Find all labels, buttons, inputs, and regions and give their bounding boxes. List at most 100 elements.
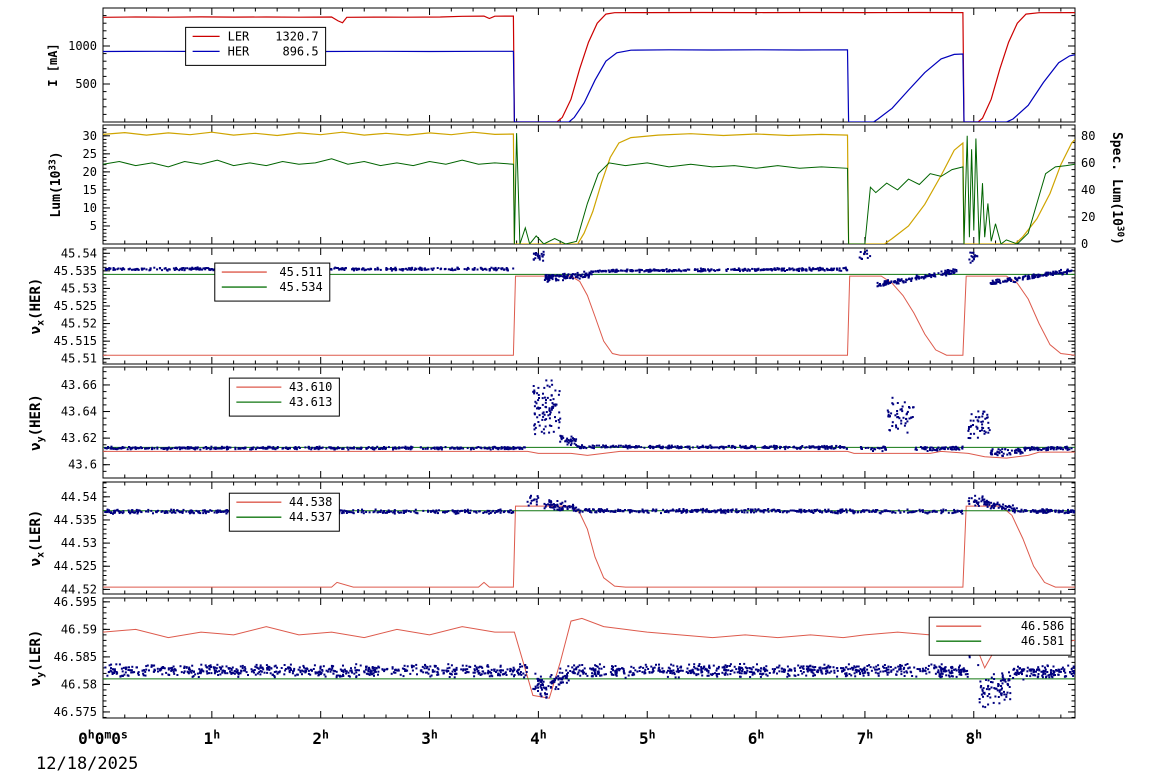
- chart-rect: [338, 268, 341, 271]
- chart-rect: [166, 510, 169, 513]
- chart-rect: [634, 446, 637, 449]
- chart-rect: [114, 511, 116, 514]
- chart-rect: [946, 271, 949, 274]
- chart-rect: [198, 672, 201, 674]
- chart-rect: [829, 445, 832, 448]
- chart-rect: [176, 674, 179, 676]
- chart-rect: [385, 447, 387, 450]
- chart-rect: [961, 446, 963, 449]
- y-axis-title: νx(LER): [28, 510, 47, 567]
- chart-rect: [1002, 452, 1005, 455]
- chart-rect: [1024, 275, 1027, 278]
- chart-rect: [842, 267, 845, 270]
- chart-rect: [630, 269, 633, 272]
- chart-rect: [801, 267, 804, 270]
- chart-rect: [492, 509, 495, 512]
- chart-rect: [487, 670, 490, 673]
- chart-rect: [571, 275, 574, 277]
- chart-rect: [990, 451, 993, 454]
- chart-rect: [272, 673, 275, 676]
- chart-rect: [808, 445, 811, 448]
- chart-rect: [971, 260, 974, 263]
- chart-rect: [376, 511, 379, 514]
- chart-rect: [798, 508, 801, 511]
- chart-rect: [1051, 447, 1054, 450]
- chart-rect: [995, 282, 998, 285]
- chart-rect: [766, 509, 769, 512]
- chart-rect: [685, 269, 687, 272]
- chart-rect: [554, 274, 557, 277]
- chart-rect: [145, 665, 148, 668]
- scatter-nuy-ler-measured: [104, 619, 1075, 709]
- chart-rect: [816, 446, 818, 449]
- legend-label: HER: [228, 44, 250, 58]
- chart-rect: [688, 447, 691, 450]
- chart-rect: [517, 446, 520, 449]
- chart-rect: [335, 674, 338, 677]
- chart-rect: [1002, 506, 1005, 509]
- chart-rect: [1032, 510, 1035, 513]
- chart-rect: [864, 447, 867, 449]
- chart-rect: [940, 511, 943, 514]
- chart-rect: [1037, 273, 1040, 276]
- chart-rect: [134, 446, 137, 449]
- chart-rect: [350, 511, 353, 514]
- chart-rect: [409, 446, 412, 449]
- chart-rect: [380, 509, 382, 512]
- chart-rect: [426, 446, 429, 449]
- chart-rect: [379, 268, 382, 271]
- chart-rect: [677, 447, 680, 450]
- chart-rect: [513, 668, 516, 671]
- chart-rect: [999, 282, 1002, 285]
- chart-rect: [1043, 274, 1045, 276]
- chart-rect: [896, 412, 899, 415]
- chart-rect: [200, 663, 203, 666]
- chart-rect: [922, 447, 925, 450]
- chart-rect: [483, 672, 486, 675]
- chart-rect: [430, 447, 433, 450]
- chart-rect: [829, 447, 832, 449]
- chart-rect: [784, 270, 786, 272]
- chart-rect: [704, 269, 707, 272]
- chart-rect: [881, 450, 884, 453]
- chart-rect: [933, 509, 936, 512]
- chart-rect: [303, 666, 305, 669]
- chart-rect: [229, 446, 232, 449]
- chart-rect: [318, 445, 321, 448]
- chart-rect: [667, 510, 670, 513]
- chart-rect: [897, 278, 900, 281]
- chart-rect: [144, 670, 147, 673]
- chart-rect: [496, 268, 499, 271]
- chart-rect: [1052, 270, 1055, 273]
- chart-rect: [230, 667, 233, 670]
- chart-rect: [896, 402, 899, 404]
- chart-rect: [711, 510, 713, 513]
- chart-rect: [361, 508, 363, 511]
- chart-rect: [550, 379, 553, 382]
- chart-rect: [605, 444, 607, 447]
- chart-rect: [545, 696, 548, 699]
- chart-rect: [724, 509, 727, 512]
- chart-rect: [478, 510, 481, 513]
- chart-rect: [944, 509, 947, 512]
- chart-rect: [670, 269, 673, 272]
- chart-rect: [540, 695, 543, 698]
- chart-rect: [228, 667, 231, 670]
- chart-rect: [569, 277, 572, 280]
- chart-rect: [742, 269, 745, 272]
- chart-rect: [454, 268, 457, 271]
- chart-rect: [946, 269, 949, 272]
- chart-rect: [213, 667, 216, 670]
- chart-rect: [826, 447, 829, 450]
- chart-rect: [933, 448, 936, 451]
- chart-rect: [771, 508, 774, 511]
- chart-rect: [381, 447, 384, 450]
- chart-rect: [540, 684, 543, 686]
- chart-rect: [264, 447, 267, 450]
- y-axis-title: I [mA]: [46, 43, 60, 86]
- chart-rect: [351, 511, 354, 514]
- series-specific-luminosity: [103, 133, 1075, 244]
- chart-rect: [407, 267, 410, 270]
- chart-rect: [196, 447, 199, 450]
- chart-rect: [423, 667, 426, 670]
